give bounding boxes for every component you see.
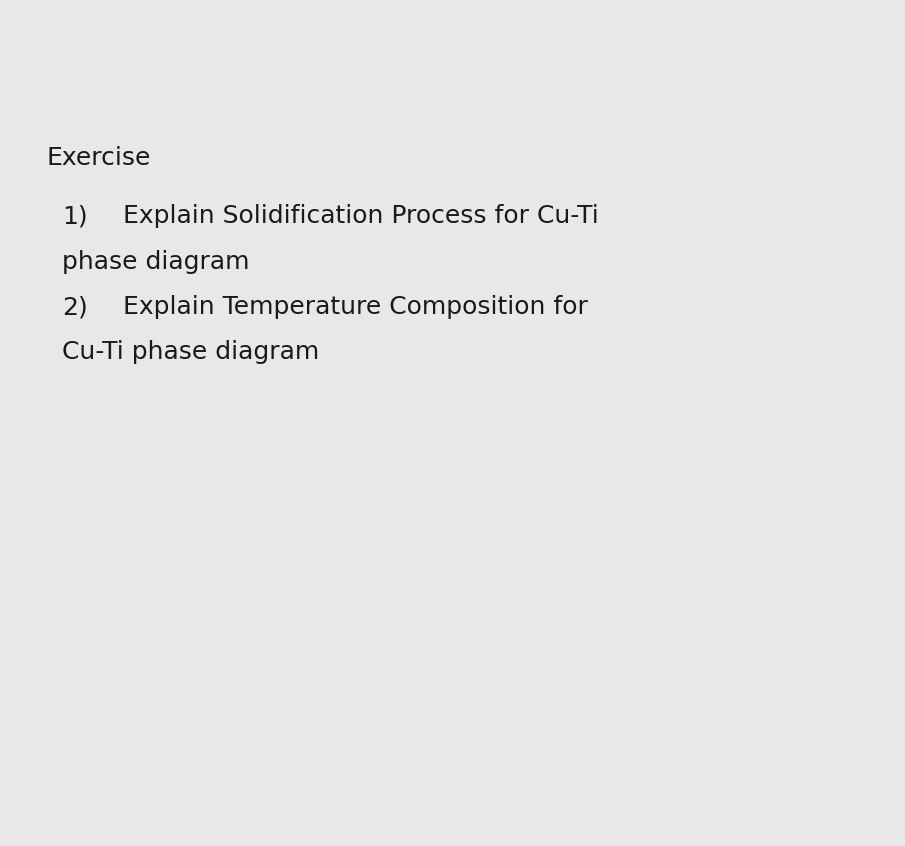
Text: Cu-Ti phase diagram: Cu-Ti phase diagram xyxy=(62,340,319,365)
Text: 2): 2) xyxy=(62,295,88,319)
Text: Exercise: Exercise xyxy=(47,146,151,170)
Text: Explain Temperature Composition for: Explain Temperature Composition for xyxy=(123,295,588,319)
Text: phase diagram: phase diagram xyxy=(62,250,250,273)
Text: 1): 1) xyxy=(62,204,88,228)
Text: Explain Solidification Process for Cu-Ti: Explain Solidification Process for Cu-Ti xyxy=(123,204,599,228)
